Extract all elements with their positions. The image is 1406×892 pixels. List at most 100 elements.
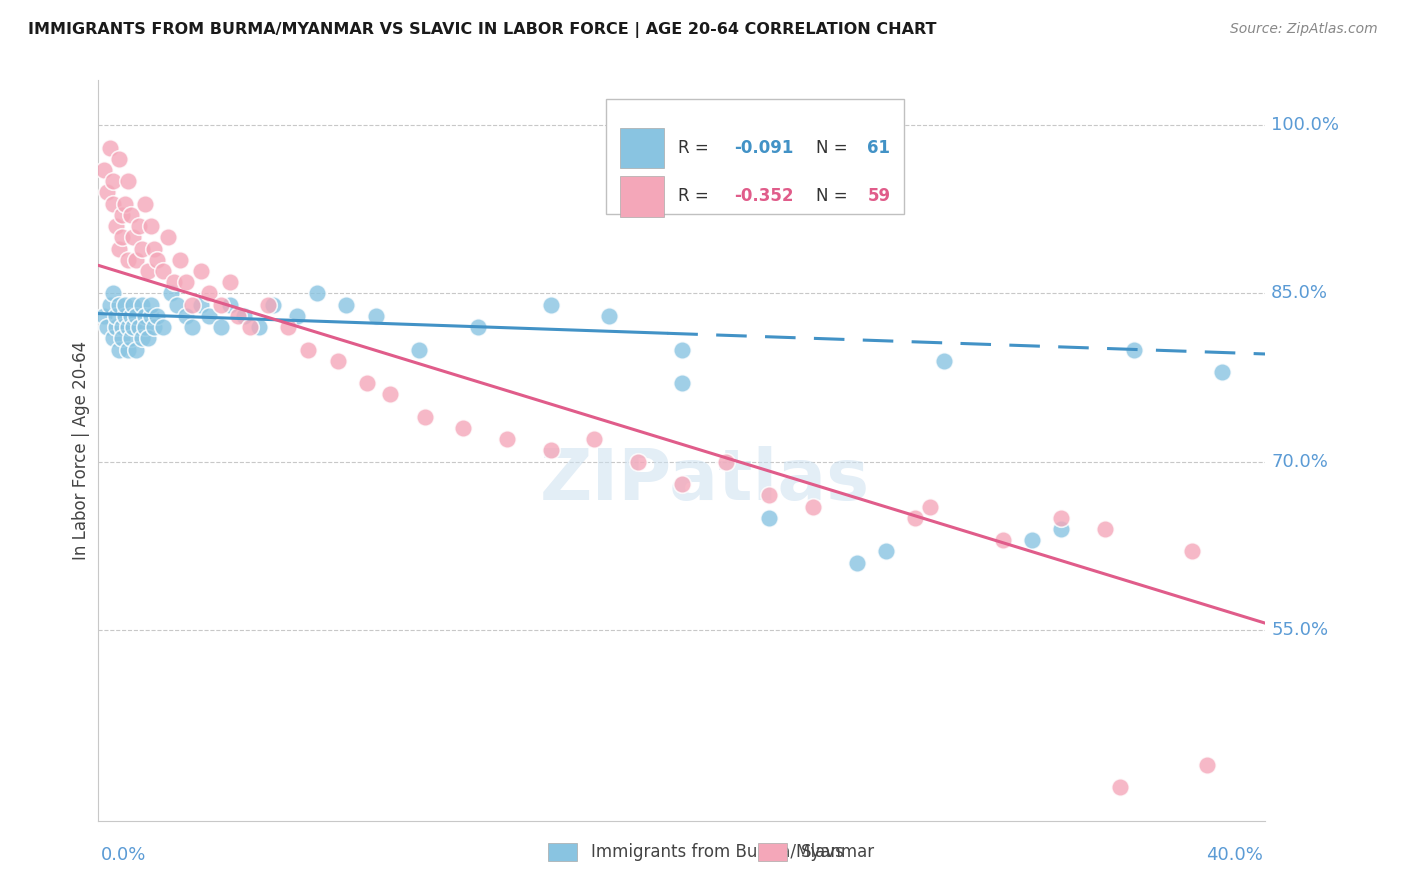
Point: [209, 320, 232, 334]
Point: [108, 152, 131, 166]
Point: [583, 432, 606, 446]
Point: [1181, 544, 1204, 558]
Point: [904, 510, 927, 524]
Text: 40.0%: 40.0%: [1206, 846, 1263, 863]
Point: [758, 488, 780, 502]
Point: [101, 331, 124, 345]
Point: [111, 230, 134, 244]
Point: [918, 500, 941, 514]
Point: [131, 331, 153, 345]
Point: [98, 298, 121, 312]
Point: [1108, 780, 1130, 794]
Point: [408, 343, 430, 357]
Point: [131, 242, 153, 256]
Text: 61: 61: [868, 139, 890, 157]
Point: [114, 309, 136, 323]
Text: 100.0%: 100.0%: [1271, 116, 1340, 134]
Point: [991, 533, 1014, 548]
Point: [108, 343, 131, 357]
Point: [142, 320, 165, 334]
Point: [846, 556, 869, 570]
Point: [174, 309, 197, 323]
Point: [136, 264, 159, 278]
Point: [413, 409, 436, 424]
Point: [540, 443, 562, 458]
Text: ZIPatlas: ZIPatlas: [540, 446, 870, 515]
Point: [180, 320, 202, 334]
Point: [239, 320, 262, 334]
Point: [364, 309, 387, 323]
Point: [134, 196, 156, 211]
Point: [96, 186, 118, 200]
Point: [136, 331, 159, 345]
Point: [335, 298, 357, 312]
Point: [120, 331, 142, 345]
Text: 59: 59: [868, 187, 890, 205]
Text: Source: ZipAtlas.com: Source: ZipAtlas.com: [1230, 22, 1378, 37]
Text: Slavs: Slavs: [801, 843, 845, 861]
Point: [627, 455, 650, 469]
Point: [209, 298, 232, 312]
Point: [307, 286, 329, 301]
Point: [714, 455, 737, 469]
Point: [111, 208, 134, 222]
Point: [218, 298, 240, 312]
Text: N =: N =: [815, 139, 853, 157]
Point: [496, 432, 519, 446]
Point: [1123, 343, 1146, 357]
Point: [256, 298, 278, 312]
Point: [671, 376, 693, 391]
Point: [356, 376, 378, 391]
Text: 70.0%: 70.0%: [1271, 452, 1329, 471]
FancyBboxPatch shape: [548, 843, 576, 862]
Point: [104, 309, 127, 323]
Point: [125, 309, 148, 323]
Point: [160, 286, 183, 301]
Point: [117, 174, 139, 188]
Point: [139, 309, 162, 323]
Y-axis label: In Labor Force | Age 20-64: In Labor Force | Age 20-64: [72, 341, 90, 560]
Point: [934, 353, 956, 368]
Point: [111, 320, 134, 334]
Point: [134, 309, 156, 323]
Point: [233, 309, 256, 323]
Point: [128, 219, 150, 233]
FancyBboxPatch shape: [758, 843, 787, 862]
Point: [297, 343, 319, 357]
Point: [1050, 522, 1073, 536]
Point: [801, 500, 824, 514]
Point: [101, 174, 124, 188]
Point: [671, 343, 693, 357]
Point: [122, 320, 145, 334]
Point: [380, 387, 402, 401]
Point: [598, 309, 620, 323]
Point: [96, 320, 118, 334]
Point: [131, 298, 153, 312]
Point: [114, 196, 136, 211]
Point: [134, 320, 156, 334]
Point: [152, 320, 174, 334]
Point: [125, 252, 148, 267]
Point: [120, 208, 142, 222]
Point: [146, 252, 169, 267]
Point: [198, 309, 221, 323]
Point: [1195, 757, 1218, 772]
Point: [285, 309, 308, 323]
Point: [101, 286, 124, 301]
Point: [166, 298, 188, 312]
Text: 85.0%: 85.0%: [1271, 285, 1329, 302]
Point: [142, 242, 165, 256]
Text: -0.352: -0.352: [734, 187, 794, 205]
Point: [198, 286, 221, 301]
Point: [93, 163, 115, 178]
FancyBboxPatch shape: [620, 176, 665, 217]
Text: R =: R =: [679, 187, 714, 205]
Point: [671, 477, 693, 491]
Text: Immigrants from Burma/Myanmar: Immigrants from Burma/Myanmar: [591, 843, 875, 861]
FancyBboxPatch shape: [620, 128, 665, 169]
Point: [93, 309, 115, 323]
Point: [169, 252, 191, 267]
Point: [117, 252, 139, 267]
Point: [163, 275, 186, 289]
Point: [174, 275, 197, 289]
